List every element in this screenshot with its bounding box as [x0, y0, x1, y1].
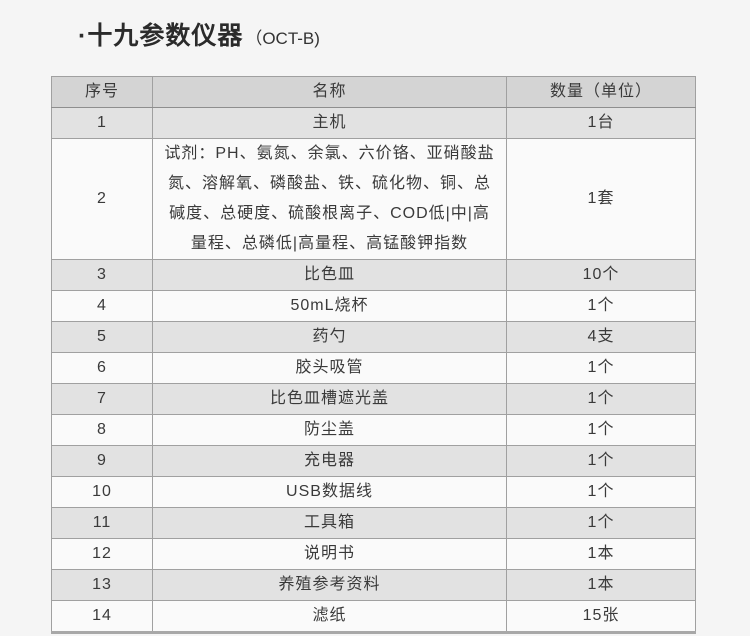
table-row: 5 药勺 4支 — [51, 321, 696, 353]
table-row: 6 胶头吸管 1个 — [51, 352, 696, 384]
table-row: 2 试剂：PH、氨氮、余氯、六价铬、亚硝酸盐氮、溶解氧、磷酸盐、铁、硫化物、铜、总… — [51, 138, 696, 260]
cell-quantity: 1本 — [506, 538, 696, 570]
cell-name: USB数据线 — [152, 476, 507, 508]
cell-index: 5 — [51, 321, 153, 353]
cell-index: 6 — [51, 352, 153, 384]
cell-name: 养殖参考资料 — [152, 569, 507, 601]
table-row: 1 主机 1台 — [51, 107, 696, 139]
table-row: 9 充电器 1个 — [51, 445, 696, 477]
cell-quantity: 1个 — [506, 507, 696, 539]
header-name: 名称 — [152, 76, 507, 108]
cell-quantity: 1个 — [506, 290, 696, 322]
cell-name: 说明书 — [152, 538, 507, 570]
cell-name: 比色皿槽遮光盖 — [152, 383, 507, 415]
table-body: 1 主机 1台 2 试剂：PH、氨氮、余氯、六价铬、亚硝酸盐氮、溶解氧、磷酸盐、铁、硫化… — [51, 107, 696, 634]
page-title: ·十九参数仪器 （OCT-B) — [0, 0, 750, 56]
cell-index: 9 — [51, 445, 153, 477]
cell-index: 2 — [51, 138, 153, 260]
cell-index: 7 — [51, 383, 153, 415]
cell-index: 13 — [51, 569, 153, 601]
cell-name: 防尘盖 — [152, 414, 507, 446]
cell-quantity: 1套 — [506, 138, 696, 260]
cell-name: 比色皿 — [152, 259, 507, 291]
table-head: 序号 名称 数量（单位） — [51, 76, 696, 108]
cell-index: 3 — [51, 259, 153, 291]
cell-index: 12 — [51, 538, 153, 570]
cell-index: 14 — [51, 600, 153, 634]
cell-index: 11 — [51, 507, 153, 539]
table-header-row: 序号 名称 数量（单位） — [51, 76, 696, 108]
table-row: 7 比色皿槽遮光盖 1个 — [51, 383, 696, 415]
header-index: 序号 — [51, 76, 153, 108]
packing-list-table: 序号 名称 数量（单位） 1 主机 1台 2 试剂：PH、氨氮、余氯、六价铬、亚硝酸盐氮… — [51, 76, 696, 634]
cell-name: 充电器 — [152, 445, 507, 477]
cell-quantity: 1个 — [506, 414, 696, 446]
table-row: 3 比色皿 10个 — [51, 259, 696, 291]
cell-name: 主机 — [152, 107, 507, 139]
cell-name: 药勺 — [152, 321, 507, 353]
cell-quantity: 1本 — [506, 569, 696, 601]
table-row: 12 说明书 1本 — [51, 538, 696, 570]
cell-index: 4 — [51, 290, 153, 322]
title-model-code: （OCT-B) — [245, 29, 320, 48]
cell-name: 试剂：PH、氨氮、余氯、六价铬、亚硝酸盐氮、溶解氧、磷酸盐、铁、硫化物、铜、总碱… — [152, 138, 507, 260]
table-row: 14 滤纸 15张 — [51, 600, 696, 634]
table-row: 13 养殖参考资料 1本 — [51, 569, 696, 601]
table-row: 4 50mL烧杯 1个 — [51, 290, 696, 322]
cell-name: 胶头吸管 — [152, 352, 507, 384]
cell-name: 滤纸 — [152, 600, 507, 634]
cell-quantity: 1个 — [506, 476, 696, 508]
title-text: ·十九参数仪器 — [78, 22, 244, 50]
cell-name: 50mL烧杯 — [152, 290, 507, 322]
cell-quantity: 1个 — [506, 445, 696, 477]
cell-quantity: 1个 — [506, 352, 696, 384]
table-row: 11 工具箱 1个 — [51, 507, 696, 539]
cell-quantity: 1个 — [506, 383, 696, 415]
table-row: 8 防尘盖 1个 — [51, 414, 696, 446]
cell-name: 工具箱 — [152, 507, 507, 539]
table-row: 10 USB数据线 1个 — [51, 476, 696, 508]
cell-quantity: 15张 — [506, 600, 696, 634]
cell-index: 1 — [51, 107, 153, 139]
cell-quantity: 10个 — [506, 259, 696, 291]
cell-index: 10 — [51, 476, 153, 508]
cell-quantity: 1台 — [506, 107, 696, 139]
cell-quantity: 4支 — [506, 321, 696, 353]
cell-index: 8 — [51, 414, 153, 446]
header-quantity-unit: 数量（单位） — [506, 76, 696, 108]
